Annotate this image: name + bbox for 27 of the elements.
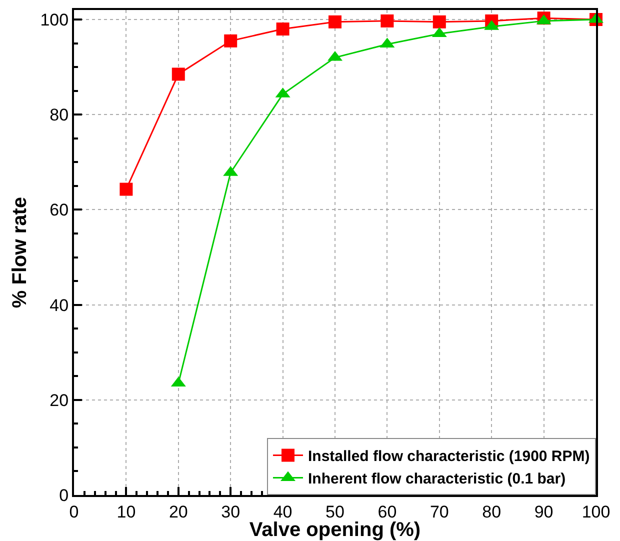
y-tick-label: 40 [50, 296, 69, 315]
y-axis-title: % Flow rate [9, 196, 32, 308]
x-tick-label: 20 [168, 502, 188, 522]
y-tick-label: 100 [40, 10, 69, 30]
x-tick-label: 100 [582, 502, 610, 522]
point [276, 22, 290, 36]
x-tick-label: 70 [430, 502, 449, 522]
point [328, 15, 342, 28]
x-tick-label: 80 [482, 502, 502, 522]
x-tick-label: 10 [116, 502, 136, 522]
legend-label: Installed flow characteristic (1900 RPM) [308, 448, 590, 466]
y-tick-label: 60 [50, 200, 69, 220]
point [172, 68, 185, 81]
point [120, 182, 133, 196]
y-tick-label: 80 [50, 106, 69, 125]
point [224, 34, 238, 48]
x-axis-title: Valve opening (%) [249, 519, 421, 541]
legend-label: Inherent flow characteristic (0.1 bar) [308, 470, 566, 488]
point [380, 14, 394, 28]
y-tick-label: 0 [59, 486, 69, 505]
y-tick-label: 20 [50, 390, 69, 410]
point [432, 15, 446, 28]
x-tick-label: 60 [378, 502, 397, 522]
x-tick-label: 50 [326, 502, 344, 522]
x-tick-label: 30 [221, 502, 240, 522]
x-tick-label: 40 [273, 502, 292, 522]
x-tick-label: 90 [534, 502, 554, 522]
